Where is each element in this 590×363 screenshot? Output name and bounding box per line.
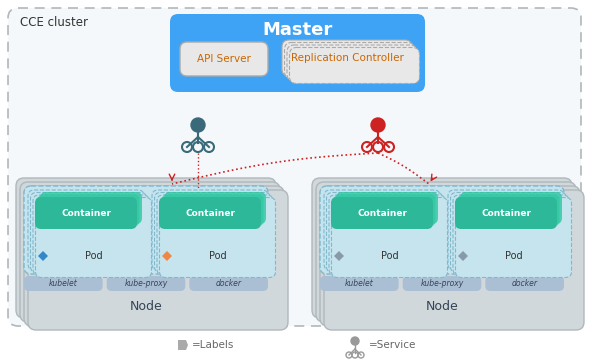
Text: kube-proxy: kube-proxy — [124, 279, 168, 288]
FancyBboxPatch shape — [460, 192, 562, 224]
FancyBboxPatch shape — [33, 195, 149, 275]
Text: Node: Node — [425, 299, 458, 313]
FancyBboxPatch shape — [24, 186, 268, 274]
FancyBboxPatch shape — [35, 197, 137, 229]
FancyBboxPatch shape — [107, 276, 185, 291]
FancyBboxPatch shape — [402, 276, 481, 291]
FancyBboxPatch shape — [159, 197, 261, 229]
Text: docker: docker — [216, 279, 242, 288]
Text: Container: Container — [61, 208, 111, 217]
Text: Master: Master — [263, 21, 333, 39]
FancyBboxPatch shape — [320, 186, 580, 326]
FancyBboxPatch shape — [24, 186, 284, 326]
FancyBboxPatch shape — [8, 8, 581, 326]
FancyBboxPatch shape — [312, 178, 572, 318]
FancyBboxPatch shape — [162, 195, 264, 227]
Text: docker: docker — [512, 279, 537, 288]
FancyBboxPatch shape — [320, 276, 399, 291]
FancyBboxPatch shape — [24, 276, 103, 291]
Text: API Server: API Server — [197, 54, 251, 64]
FancyBboxPatch shape — [287, 45, 417, 81]
FancyBboxPatch shape — [38, 195, 139, 227]
FancyBboxPatch shape — [35, 197, 152, 277]
FancyBboxPatch shape — [324, 190, 440, 270]
FancyBboxPatch shape — [332, 197, 447, 277]
Text: kubelet: kubelet — [345, 279, 373, 288]
FancyBboxPatch shape — [455, 197, 557, 229]
Text: =Labels: =Labels — [192, 340, 234, 350]
FancyBboxPatch shape — [457, 195, 559, 227]
FancyBboxPatch shape — [189, 276, 268, 291]
FancyBboxPatch shape — [31, 192, 146, 273]
FancyBboxPatch shape — [320, 186, 564, 274]
FancyBboxPatch shape — [20, 182, 280, 322]
FancyBboxPatch shape — [284, 42, 415, 78]
FancyBboxPatch shape — [40, 192, 142, 224]
FancyBboxPatch shape — [336, 192, 438, 224]
Circle shape — [191, 118, 205, 132]
Circle shape — [351, 337, 359, 345]
FancyBboxPatch shape — [282, 40, 412, 76]
FancyBboxPatch shape — [451, 192, 566, 273]
Text: Pod: Pod — [85, 251, 103, 261]
FancyBboxPatch shape — [333, 195, 435, 227]
Text: Pod: Pod — [381, 251, 399, 261]
FancyBboxPatch shape — [170, 14, 425, 92]
FancyBboxPatch shape — [486, 276, 564, 291]
FancyBboxPatch shape — [316, 182, 576, 322]
Text: kubelet: kubelet — [49, 279, 78, 288]
FancyBboxPatch shape — [152, 190, 268, 270]
FancyBboxPatch shape — [324, 190, 584, 330]
Text: kube-proxy: kube-proxy — [420, 279, 464, 288]
Text: Container: Container — [481, 208, 531, 217]
Polygon shape — [458, 251, 468, 261]
FancyBboxPatch shape — [455, 197, 572, 277]
Polygon shape — [38, 251, 48, 261]
FancyBboxPatch shape — [329, 195, 445, 275]
FancyBboxPatch shape — [290, 48, 419, 83]
Text: Container: Container — [185, 208, 235, 217]
FancyBboxPatch shape — [159, 197, 276, 277]
FancyBboxPatch shape — [157, 195, 273, 275]
FancyBboxPatch shape — [326, 192, 442, 273]
Text: Container: Container — [357, 208, 407, 217]
Text: CCE cluster: CCE cluster — [20, 16, 88, 29]
Text: Replication Controller: Replication Controller — [290, 53, 404, 63]
FancyBboxPatch shape — [16, 178, 276, 318]
FancyBboxPatch shape — [164, 192, 266, 224]
Circle shape — [371, 118, 385, 132]
Text: Pod: Pod — [209, 251, 227, 261]
FancyBboxPatch shape — [28, 190, 144, 270]
FancyBboxPatch shape — [155, 192, 270, 273]
FancyBboxPatch shape — [331, 197, 433, 229]
Text: =Service: =Service — [369, 340, 417, 350]
Polygon shape — [178, 340, 188, 350]
FancyBboxPatch shape — [448, 190, 564, 270]
Text: Node: Node — [130, 299, 162, 313]
Text: Pod: Pod — [505, 251, 523, 261]
Polygon shape — [334, 251, 344, 261]
FancyBboxPatch shape — [453, 195, 569, 275]
FancyBboxPatch shape — [180, 42, 268, 76]
FancyBboxPatch shape — [28, 190, 288, 330]
Polygon shape — [162, 251, 172, 261]
